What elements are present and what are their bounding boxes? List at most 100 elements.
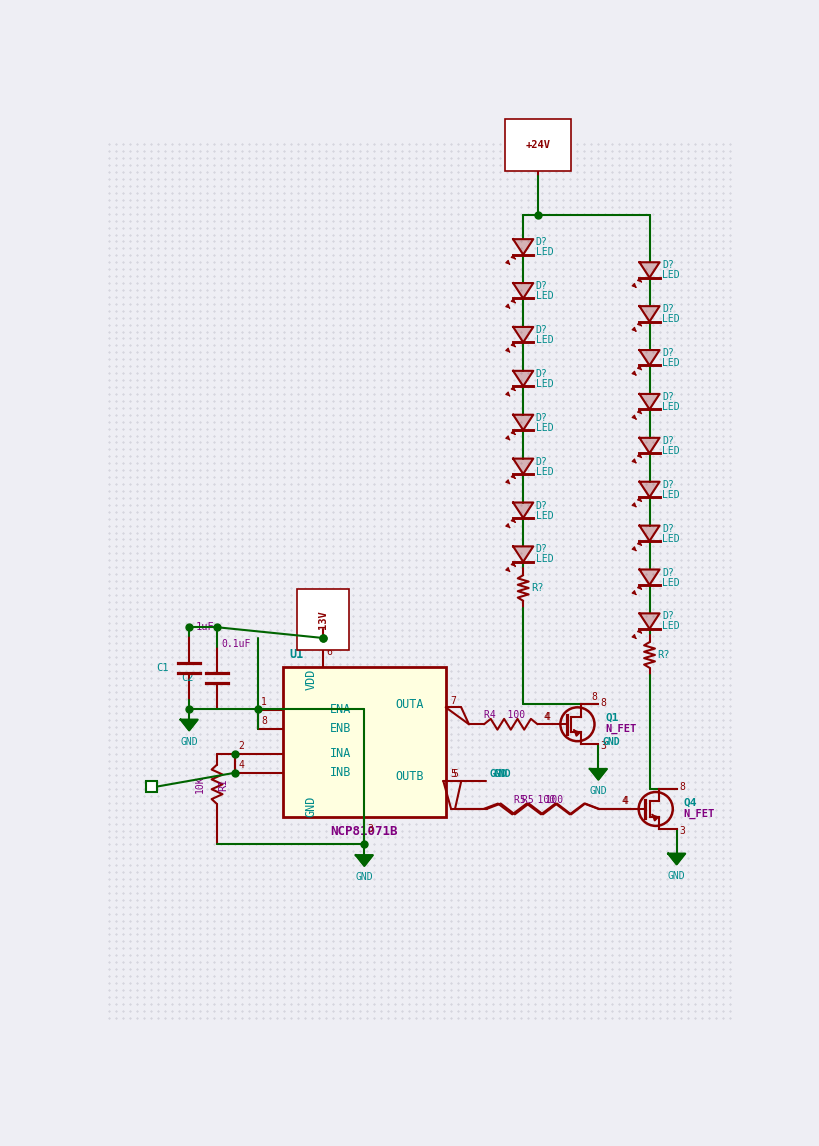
- Text: 3: 3: [368, 824, 373, 834]
- Text: R4  100: R4 100: [484, 711, 525, 720]
- Text: 8: 8: [600, 698, 607, 708]
- FancyBboxPatch shape: [283, 667, 446, 817]
- Text: LED: LED: [662, 446, 680, 456]
- Text: R1: R1: [219, 778, 229, 791]
- Text: C1: C1: [156, 664, 169, 673]
- Polygon shape: [640, 613, 659, 629]
- Text: LED: LED: [536, 466, 553, 477]
- Text: INB: INB: [329, 767, 351, 779]
- Polygon shape: [668, 854, 686, 864]
- Text: 3: 3: [679, 825, 685, 835]
- Text: GND: GND: [490, 769, 508, 778]
- Text: VDD: VDD: [305, 668, 318, 690]
- Text: LED: LED: [536, 248, 553, 257]
- Text: LED: LED: [536, 555, 553, 565]
- Text: D?: D?: [536, 457, 547, 466]
- Text: R5  100: R5 100: [523, 794, 563, 804]
- Text: 1uF: 1uF: [196, 622, 214, 633]
- Text: LED: LED: [662, 359, 680, 368]
- Text: D?: D?: [536, 369, 547, 379]
- Text: 5: 5: [450, 769, 456, 778]
- Polygon shape: [640, 306, 659, 322]
- Text: 10K: 10K: [195, 776, 205, 793]
- Text: 3: 3: [600, 740, 607, 751]
- Polygon shape: [514, 283, 533, 298]
- Polygon shape: [640, 350, 659, 366]
- Text: GND: GND: [355, 872, 373, 882]
- Polygon shape: [640, 570, 659, 584]
- Text: D?: D?: [536, 501, 547, 511]
- Text: LED: LED: [662, 489, 680, 500]
- Polygon shape: [640, 526, 659, 541]
- Text: Q1: Q1: [605, 713, 619, 723]
- Polygon shape: [640, 438, 659, 453]
- Polygon shape: [640, 394, 659, 409]
- Text: GND: GND: [494, 769, 511, 778]
- Text: D?: D?: [662, 612, 674, 621]
- Text: LED: LED: [536, 423, 553, 433]
- Text: OUTB: OUTB: [396, 770, 423, 783]
- Text: 1: 1: [261, 697, 267, 707]
- Polygon shape: [514, 458, 533, 474]
- Text: NCP81071B: NCP81071B: [331, 825, 398, 838]
- Polygon shape: [590, 769, 607, 779]
- Text: LED: LED: [662, 621, 680, 631]
- Text: LED: LED: [662, 534, 680, 543]
- Text: 4: 4: [545, 712, 550, 722]
- Text: +24V: +24V: [526, 140, 550, 150]
- Polygon shape: [514, 415, 533, 430]
- Text: Q4: Q4: [684, 798, 697, 808]
- Text: LED: LED: [662, 270, 680, 281]
- Text: D?: D?: [536, 281, 547, 291]
- Text: 5: 5: [452, 769, 458, 779]
- Text: D?: D?: [662, 567, 674, 578]
- Text: C2: C2: [181, 673, 194, 683]
- Text: 13V: 13V: [319, 610, 328, 629]
- Text: U1: U1: [289, 649, 303, 661]
- Text: LED: LED: [662, 402, 680, 413]
- Bar: [146, 782, 156, 792]
- Text: R?: R?: [658, 650, 670, 660]
- Text: 4: 4: [544, 712, 550, 722]
- Polygon shape: [181, 720, 197, 730]
- Text: LED: LED: [662, 578, 680, 588]
- Text: N_FET: N_FET: [605, 724, 636, 733]
- Polygon shape: [640, 262, 659, 277]
- Text: D?: D?: [662, 480, 674, 489]
- Text: D?: D?: [536, 544, 547, 555]
- Text: 8: 8: [591, 691, 597, 701]
- Polygon shape: [514, 502, 533, 518]
- Text: LED: LED: [536, 511, 553, 520]
- Text: ENB: ENB: [329, 722, 351, 736]
- Polygon shape: [514, 547, 533, 562]
- Text: 8: 8: [679, 783, 685, 792]
- Polygon shape: [640, 481, 659, 497]
- Text: D?: D?: [662, 304, 674, 314]
- Text: 0.1uF: 0.1uF: [221, 639, 251, 649]
- Text: 4: 4: [239, 760, 245, 770]
- Polygon shape: [355, 855, 373, 866]
- Text: GND: GND: [590, 786, 607, 795]
- Text: OUTA: OUTA: [396, 698, 423, 711]
- Text: GND: GND: [305, 795, 318, 817]
- Text: D?: D?: [536, 413, 547, 423]
- Text: INA: INA: [329, 747, 351, 760]
- Text: D?: D?: [662, 392, 674, 402]
- Text: GND: GND: [180, 737, 198, 746]
- Polygon shape: [514, 240, 533, 254]
- Text: D?: D?: [662, 348, 674, 358]
- Text: D?: D?: [662, 435, 674, 446]
- Text: GND: GND: [602, 737, 620, 747]
- Text: D?: D?: [536, 325, 547, 335]
- Text: LED: LED: [536, 291, 553, 301]
- Text: D?: D?: [536, 237, 547, 248]
- Text: GND: GND: [667, 871, 686, 880]
- Text: 4: 4: [622, 796, 628, 807]
- Text: N_FET: N_FET: [684, 808, 715, 818]
- Text: ENA: ENA: [329, 704, 351, 716]
- Text: 2: 2: [239, 740, 245, 751]
- Text: LED: LED: [536, 335, 553, 345]
- Text: LED: LED: [536, 379, 553, 388]
- Polygon shape: [514, 327, 533, 343]
- Text: LED: LED: [662, 314, 680, 324]
